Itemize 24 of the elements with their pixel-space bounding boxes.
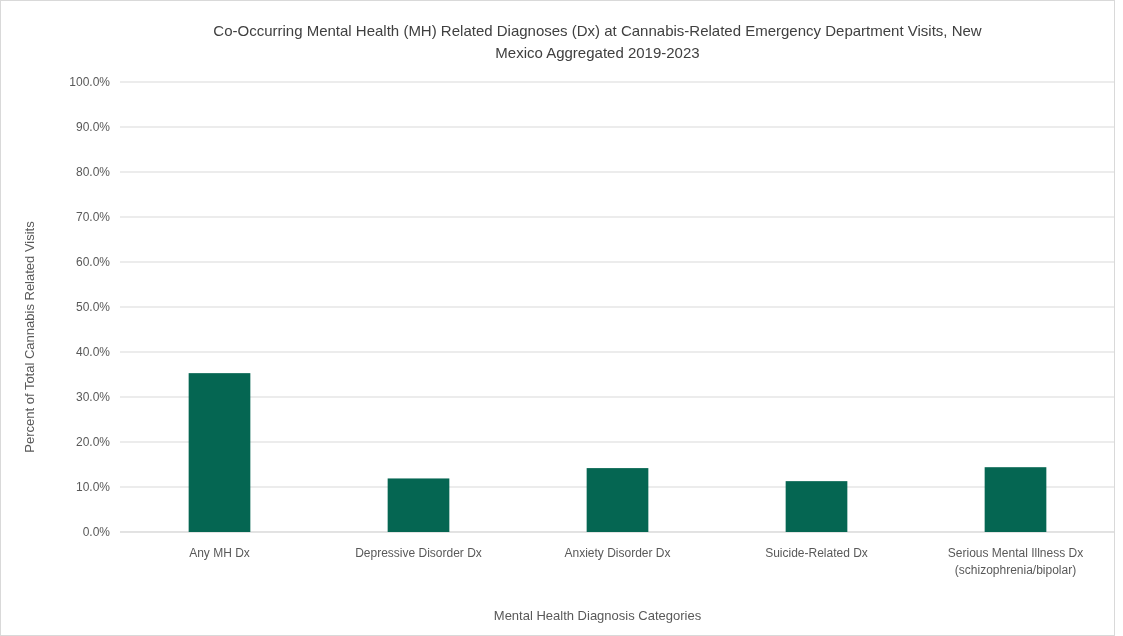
y-tick-label: 50.0% xyxy=(75,300,111,315)
x-tick-label: Anxiety Disorder Dx xyxy=(564,546,671,560)
x-tick-label: Suicide-Related Dx xyxy=(765,546,868,560)
chart-title: Co-Occurring Mental Health (MH) Related Diagnoses (Dx) at Cannabis-Related Emergency Department Visits, New Mexico Aggregated 2019-2023 xyxy=(213,22,982,61)
bar xyxy=(387,478,450,532)
bar xyxy=(984,467,1047,532)
x-axis-title: Mental Health Diagnosis Categories xyxy=(493,608,702,623)
y-tick-label: 20.0% xyxy=(75,435,111,450)
y-tick-label: 10.0% xyxy=(75,480,111,495)
x-tick-label: Serious Mental Illness Dx (schizophrenia/bipolar) xyxy=(947,546,1084,577)
x-tick-label: Depressive Disorder Dx xyxy=(355,546,482,560)
x-tick-label: Any MH Dx xyxy=(189,546,250,560)
bar xyxy=(586,468,649,532)
y-tick-label: 0.0% xyxy=(82,525,111,540)
bar xyxy=(188,373,251,532)
y-tick-label: 40.0% xyxy=(75,345,111,360)
y-tick-label: 30.0% xyxy=(75,390,111,405)
bar xyxy=(785,481,848,532)
y-tick-label: 80.0% xyxy=(75,165,111,180)
y-tick-label: 100.0% xyxy=(69,75,111,90)
y-axis-title: Percent of Total Cannabis Related Visits xyxy=(22,220,37,453)
y-tick-label: 70.0% xyxy=(75,210,111,225)
y-tick-label: 60.0% xyxy=(75,255,111,270)
y-tick-label: 90.0% xyxy=(75,120,111,135)
